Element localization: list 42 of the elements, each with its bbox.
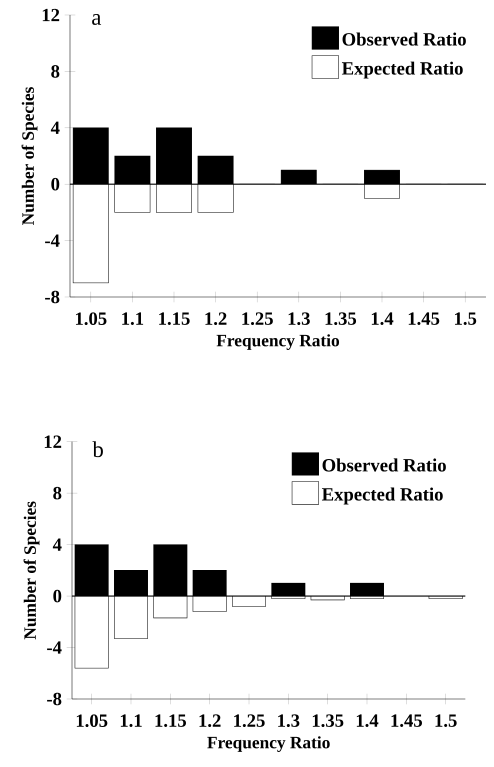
y-tick-label: -4 [47, 641, 62, 654]
y-tick-label: 4 [50, 122, 60, 134]
y-axis-title: Number of Species [22, 87, 38, 225]
x-tick-label: 1.05 [76, 714, 108, 728]
chart-title: b [92, 441, 103, 458]
x-tick-label: 1.25 [234, 714, 265, 728]
y-tick-label: 8 [53, 486, 62, 500]
x-tick-label: 1.15 [156, 714, 186, 727]
x-axis-title: Frequency Ratio [216, 334, 340, 350]
x-tick-label: 1.5 [436, 714, 457, 727]
y-tick-label: 0 [53, 590, 62, 602]
x-tick-label: 1.35 [312, 714, 344, 728]
y-tick-label: 0 [51, 178, 60, 190]
legend-label: Observed Ratio [342, 32, 466, 46]
y-tick-label: 4 [52, 538, 62, 551]
x-tick-label: 1.15 [159, 312, 190, 325]
legend-label: Expected Ratio [342, 62, 463, 79]
x-tick-label: 1.2 [200, 714, 221, 728]
legend-label: Expected Ratio [322, 488, 443, 504]
y-axis-title: Number of Species [24, 501, 40, 640]
y-tick-label: -4 [45, 234, 60, 247]
chart-title: a [92, 14, 102, 25]
y-tick-label: -8 [47, 692, 62, 706]
x-tick-label: 1.4 [356, 714, 378, 727]
x-tick-label: 1.4 [372, 312, 394, 325]
x-tick-label: 1.45 [408, 312, 440, 325]
y-tick-label: 8 [51, 65, 60, 78]
x-tick-label: 1.3 [278, 714, 300, 728]
y-tick-label: -8 [45, 290, 60, 304]
legend-label: Observed Ratio [322, 458, 446, 472]
x-tick-label: 1.1 [122, 312, 144, 325]
x-axis-title: Frequency Ratio [207, 736, 330, 752]
x-tick-label: 1.25 [242, 312, 273, 326]
x-tick-label: 1.35 [326, 312, 356, 326]
x-tick-label: 1.5 [455, 312, 476, 325]
x-tick-label: 1.05 [76, 312, 106, 326]
y-tick-label: 12 [42, 8, 60, 22]
x-tick-label: 1.45 [392, 714, 422, 727]
x-tick-label: 1.1 [120, 714, 142, 727]
x-tick-label: 1.3 [288, 312, 310, 326]
y-tick-label: 12 [44, 435, 62, 448]
x-tick-label: 1.2 [205, 312, 226, 326]
